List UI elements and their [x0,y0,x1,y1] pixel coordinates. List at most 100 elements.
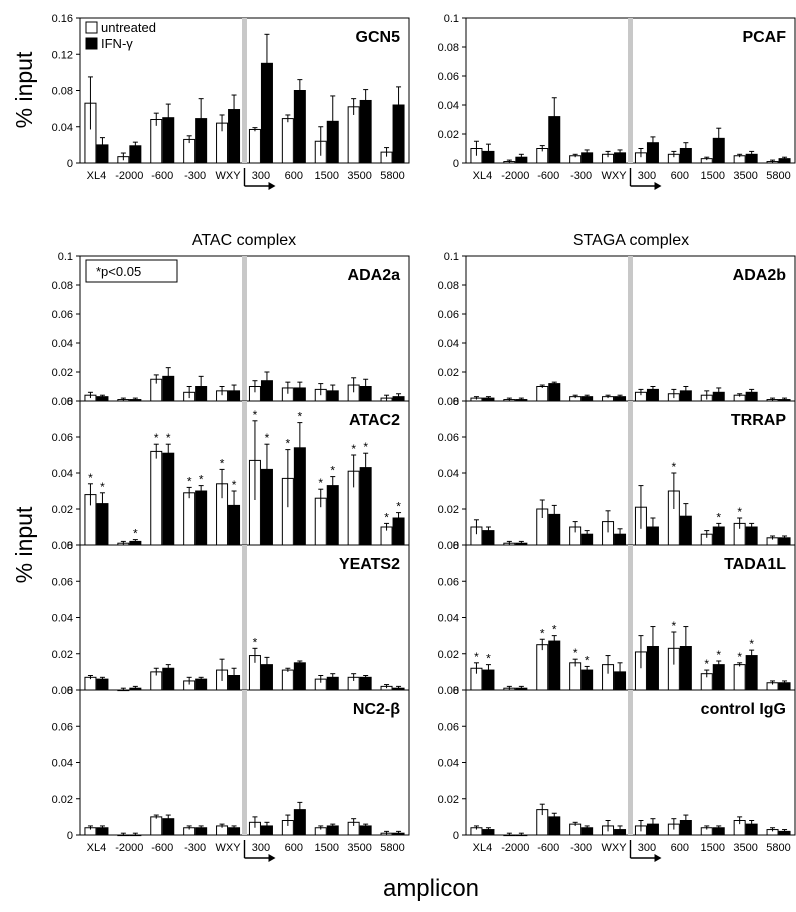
bar-ifn-gamma [359,676,372,691]
panel-trrap: 0 0.02 0.04 0.06 0.08 * * * TRRAP [438,396,796,552]
bar-ifn-gamma [293,662,306,691]
x-tick-label: 3500 [347,842,371,854]
y-tick-label: 0 [67,158,73,170]
x-tick-label: 600 [671,842,689,854]
tss-arrow-head [268,854,276,862]
significance-star: * [100,480,105,494]
significance-star: * [384,510,389,524]
x-tick-label: 600 [671,170,689,182]
significance-star: * [672,619,677,633]
x-tick-label: -2000 [115,170,143,182]
y-tick-label: 0.08 [52,396,73,408]
y-tick-label: 0.04 [438,613,459,625]
panel-title: YEATS2 [339,556,400,573]
y-tick-label: 0.06 [438,309,459,321]
tss-arrow-head [654,854,662,862]
bar-untreated [503,834,516,837]
bar-ifn-gamma [712,664,725,691]
legend-label-untreated: untreated [101,20,156,35]
significance-star: * [286,437,291,451]
x-tick-label: XL4 [87,842,107,854]
significance-star: * [396,500,401,514]
x-tick-label: WXY [602,842,628,854]
y-tick-label: 0.06 [52,432,73,444]
bar-untreated [117,834,130,837]
x-tick-label: -300 [184,170,206,182]
significance-star: * [187,474,192,488]
panel-title: TADA1L [724,556,786,573]
x-tick-label: 3500 [347,170,371,182]
significance-star: * [133,527,138,541]
x-tick-label: 5800 [380,842,404,854]
significance-star: * [363,440,368,454]
y-tick-label: 0.06 [438,576,459,588]
y-tick-label: 0 [67,540,73,552]
significance-star: * [330,464,335,478]
x-tick-label: -300 [570,170,592,182]
bar-untreated [183,492,196,546]
x-tick-label: WXY [216,842,242,854]
significance-star: * [552,623,557,637]
y-tick-label: 0.08 [438,396,459,408]
y-tick-label: 0.08 [438,685,459,697]
bar-untreated [150,119,163,164]
significance-star: * [573,646,578,660]
y-tick-label: 0.12 [52,49,73,61]
y-tick-label: 0.02 [52,649,73,661]
x-tick-label: XL4 [473,842,493,854]
x-tick-label: 1500 [701,842,725,854]
x-tick-label: 300 [252,170,270,182]
bar-untreated [281,118,294,164]
panel-control-igg: 0 0.02 0.04 0.06 0.08 control IgG XL4 -2000 -600… [438,685,796,862]
significance-star: * [749,637,754,651]
panel-atac2: 0 0.02 0.04 0.06 0.08 * * * * * * * * * * * * * * * * * * * ATAC… [52,396,410,552]
bar-untreated [347,106,360,164]
x-tick-label: XL4 [87,170,107,182]
x-tick-label: 3500 [733,842,757,854]
bar-untreated [281,669,294,691]
x-tick-label: 5800 [766,170,790,182]
significance-star: * [199,473,204,487]
significance-star: * [672,460,677,474]
y-tick-label: 0.08 [52,86,73,98]
y-tick-label: 0.16 [52,13,73,25]
x-tick-label: -2000 [501,842,529,854]
bar-untreated [150,450,163,546]
x-tick-label: 5800 [766,842,790,854]
x-tick-label: -600 [537,170,559,182]
bar-ifn-gamma [129,834,142,837]
y-tick-label: 0.04 [52,338,73,350]
y-tick-label: 0 [453,158,459,170]
significance-note: *p<0.05 [85,259,178,283]
legend-swatch-ifn-gamma [85,37,98,50]
x-tick-label: 300 [638,842,656,854]
significance-star: * [253,408,258,422]
significance-star: * [232,478,237,492]
x-tick-label: -600 [151,170,173,182]
y-tick-label: 0 [453,685,459,697]
x-tick-label: 1500 [701,170,725,182]
y-tick-label: 0.1 [444,13,459,25]
panel-nc2-: 0 0.02 0.04 0.06 0.08 NC2-β XL4 -2000 -600 -300 WX… [52,685,410,862]
x-tick-label: 3500 [733,170,757,182]
y-axis-label-top: % input [11,51,37,128]
bar-ifn-gamma [515,834,528,837]
significance-star: * [716,648,721,662]
significance-star: * [88,471,93,485]
legend-label-ifn-gamma: IFN-γ [101,36,133,51]
y-tick-label: 0.06 [438,71,459,83]
significance-star: * [737,650,742,664]
significance-star: * [253,635,258,649]
bar-untreated [150,816,163,836]
y-tick-label: 0.06 [438,721,459,733]
significance-star: * [220,456,225,470]
significance-star: * [540,626,545,640]
y-tick-label: 0.08 [438,42,459,54]
y-tick-label: 0.02 [52,504,73,516]
significance-star: * [474,650,479,664]
y-tick-label: 0.1 [58,251,73,263]
y-axis-label-middle: % input [11,506,37,583]
y-tick-label: 0.06 [52,576,73,588]
bar-untreated [536,386,549,402]
